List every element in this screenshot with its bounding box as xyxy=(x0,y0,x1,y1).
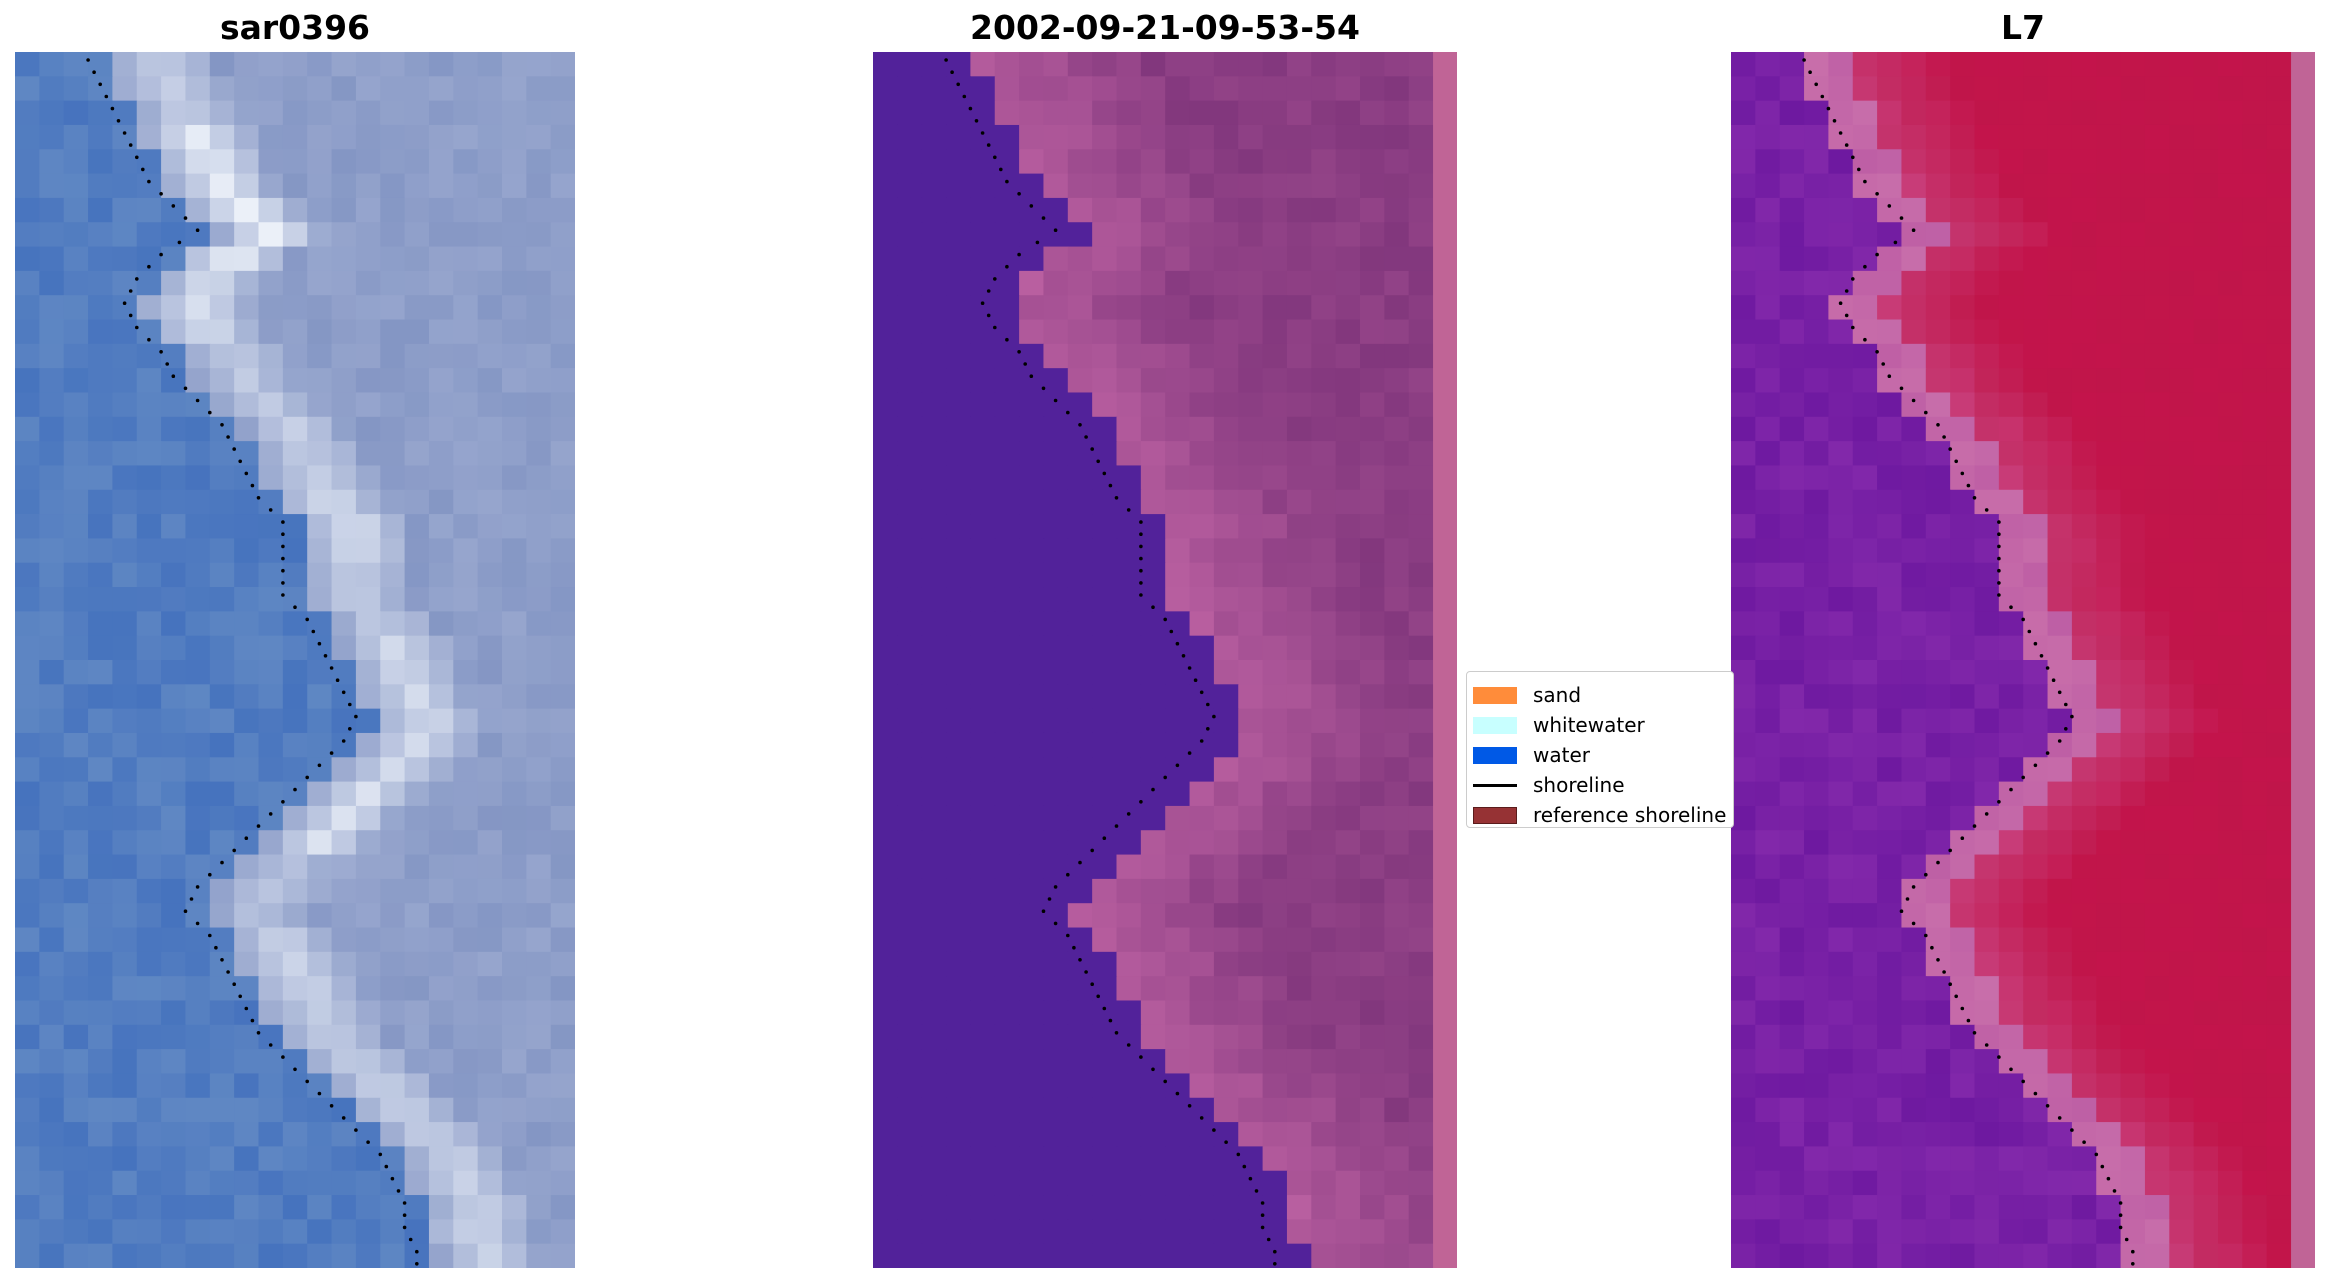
legend-label-reference-shoreline: reference shoreline xyxy=(1533,803,1727,827)
rgb-image-panel xyxy=(15,52,575,1268)
index-image xyxy=(1731,52,2315,1268)
legend-label-shoreline: shoreline xyxy=(1533,773,1625,797)
legend-item-shoreline: shoreline xyxy=(1473,771,1625,799)
legend-item-reference-shoreline: reference shoreline xyxy=(1473,801,1726,829)
legend-item-water: water xyxy=(1473,741,1590,769)
rgb-satellite-image xyxy=(15,52,575,1268)
classified-image xyxy=(873,52,1457,1268)
sand-swatch xyxy=(1473,686,1517,704)
legend-item-sand: sand xyxy=(1473,681,1581,709)
legend-label-whitewater: whitewater xyxy=(1533,713,1645,737)
edge-strip xyxy=(1433,52,1457,1268)
whitewater-swatch xyxy=(1473,716,1517,734)
classified-image-panel xyxy=(873,52,1457,1268)
panel-title-classified: 2002-09-21-09-53-54 xyxy=(970,8,1360,47)
reference-shoreline-swatch xyxy=(1473,806,1517,824)
shoreline-points xyxy=(944,58,1277,1266)
shoreline-points xyxy=(86,58,419,1266)
legend-label-water: water xyxy=(1533,743,1590,767)
panel-title-rgb: sar0396 xyxy=(219,8,371,47)
index-image-panel xyxy=(1731,52,2315,1268)
legend-item-whitewater: whitewater xyxy=(1473,711,1645,739)
legend: sand whitewater water shoreline referenc… xyxy=(1466,671,1734,828)
water-swatch xyxy=(1473,746,1517,764)
legend-label-sand: sand xyxy=(1533,683,1582,707)
edge-strip xyxy=(2291,52,2315,1268)
panel-title-index: L7 xyxy=(2001,8,2045,47)
shoreline-points xyxy=(1802,58,2135,1266)
shoreline-line-swatch xyxy=(1473,783,1517,787)
